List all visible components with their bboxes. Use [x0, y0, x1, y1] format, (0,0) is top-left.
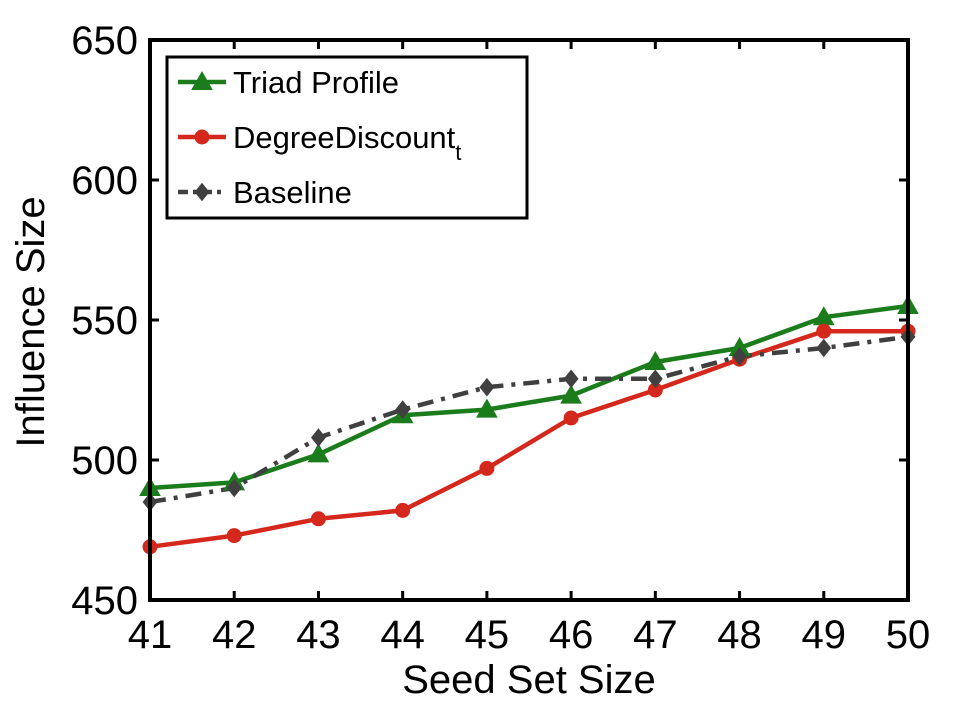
- x-tick-label: 50: [886, 613, 931, 657]
- y-axis-label: Influence Size: [9, 196, 53, 447]
- x-tick-label: 44: [380, 613, 425, 657]
- y-tick-label: 650: [71, 19, 138, 63]
- data-point-degree: [563, 410, 579, 426]
- x-tick-label: 41: [128, 613, 173, 657]
- legend-label-baseline: Baseline: [233, 175, 352, 210]
- x-tick-label: 45: [465, 613, 510, 657]
- series-line-degree: [149, 328, 908, 550]
- x-tick-label: 48: [717, 613, 762, 657]
- data-point-degree: [226, 528, 242, 544]
- data-point-degree: [479, 460, 495, 476]
- series-lines: [149, 303, 909, 550]
- x-axis-label: Seed Set Size: [402, 658, 656, 702]
- legend-label-triad: Triad Profile: [233, 65, 399, 100]
- series-line-triad: [149, 303, 909, 491]
- y-tick-label: 450: [71, 579, 138, 623]
- data-point-triad: [307, 443, 330, 463]
- y-tick-label: 550: [71, 299, 138, 343]
- legend-label-subscript-degree: t: [455, 140, 461, 165]
- legend-label-text-baseline: Baseline: [233, 175, 352, 210]
- x-tick-label: 49: [802, 613, 847, 657]
- data-point-degree: [310, 511, 326, 527]
- data-point-triad: [560, 384, 582, 404]
- data-point-baseline: [226, 478, 242, 498]
- data-point-baseline: [395, 400, 411, 419]
- axis-ticks: [148, 38, 910, 602]
- legend-label-text-degree: DegreeDiscount: [233, 120, 456, 155]
- legend: Triad Profile DegreeDiscountt Baseline: [165, 55, 529, 220]
- x-tick-label: 46: [549, 613, 594, 657]
- data-point-baseline: [479, 377, 495, 397]
- x-tick-label: 42: [212, 613, 257, 657]
- x-tick-label: 43: [296, 613, 341, 657]
- series-line-baseline: [149, 334, 909, 505]
- legend-items: Triad Profile DegreeDiscountt Baseline: [178, 65, 461, 210]
- data-point-baseline: [732, 347, 747, 366]
- data-point-baseline: [563, 369, 579, 389]
- legend-label-text-triad: Triad Profile: [233, 65, 399, 100]
- legend-marker-triad: [191, 70, 213, 90]
- legend-marker-baseline: [194, 182, 210, 202]
- y-tick-label: 500: [71, 439, 138, 483]
- data-point-degree: [395, 502, 411, 518]
- data-point-baseline: [311, 428, 326, 447]
- x-tick-labels: 41 42 43 44 45 46 47 48 49 50: [128, 613, 931, 657]
- data-point-triad: [476, 398, 498, 418]
- y-tick-label: 600: [71, 159, 138, 203]
- data-point-baseline: [816, 338, 832, 358]
- legend-label-degree: DegreeDiscountt: [233, 120, 461, 165]
- legend-marker-degree: [194, 129, 210, 145]
- x-tick-label: 47: [633, 613, 678, 657]
- legend-box: [165, 55, 529, 220]
- series-markers: [139, 294, 919, 555]
- y-tick-labels: 450 500 550 600 650: [71, 19, 138, 623]
- data-point-degree: [816, 323, 832, 339]
- data-point-baseline: [647, 369, 663, 389]
